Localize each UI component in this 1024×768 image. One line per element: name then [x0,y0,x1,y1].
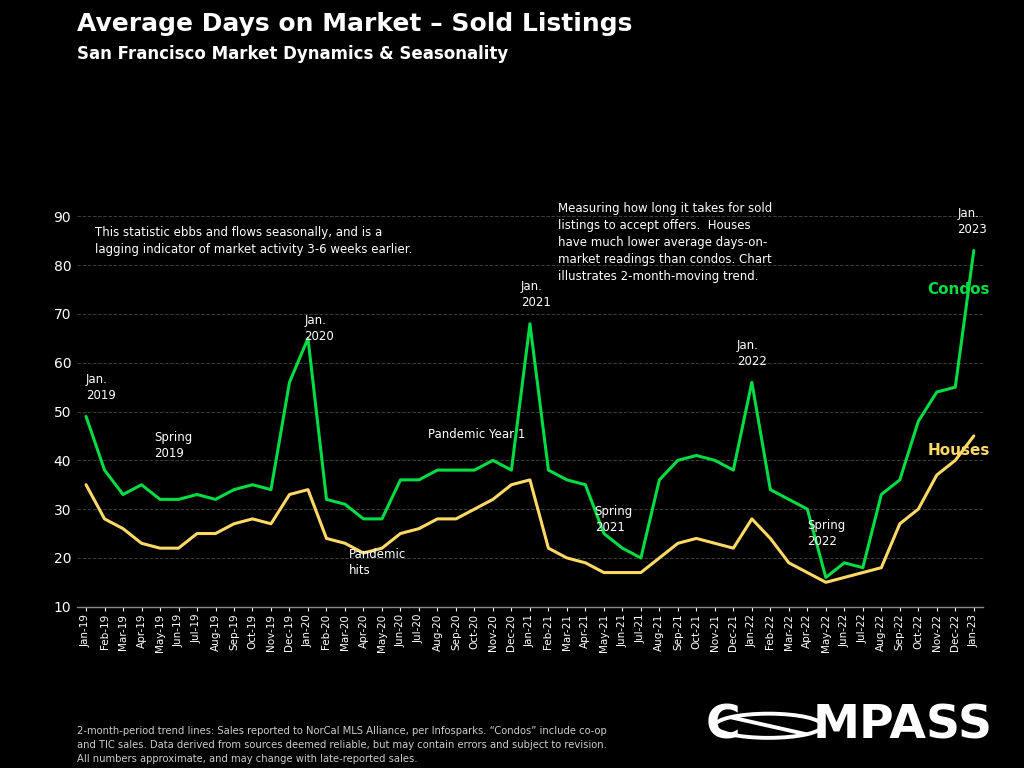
Text: Jan.
2022: Jan. 2022 [737,339,767,368]
Text: Jan.
2021: Jan. 2021 [520,280,551,309]
Text: Jan.
2019: Jan. 2019 [86,372,116,402]
Text: Spring
2021: Spring 2021 [595,505,633,534]
Text: Jan.
2020: Jan. 2020 [304,314,334,343]
Text: Average Days on Market – Sold Listings: Average Days on Market – Sold Listings [77,12,632,35]
Text: Pandemic Year 1: Pandemic Year 1 [428,428,525,441]
Text: MPASS: MPASS [813,703,993,748]
Text: Houses: Houses [928,443,990,458]
Text: Measuring how long it takes for sold
listings to accept offers.  Houses
have muc: Measuring how long it takes for sold lis… [558,202,772,283]
Text: Jan.
2023: Jan. 2023 [957,207,987,236]
Text: San Francisco Market Dynamics & Seasonality: San Francisco Market Dynamics & Seasonal… [77,45,508,62]
Text: C: C [706,703,740,748]
Text: Pandemic
hits: Pandemic hits [348,548,406,578]
Text: 2-month-period trend lines: Sales reported to NorCal MLS Alliance, per Infospark: 2-month-period trend lines: Sales report… [77,727,606,764]
Text: Spring
2019: Spring 2019 [155,432,193,460]
Text: Condos: Condos [928,282,990,297]
Text: This statistic ebbs and flows seasonally, and is a
lagging indicator of market a: This statistic ebbs and flows seasonally… [95,226,413,257]
Text: Spring
2022: Spring 2022 [807,519,846,548]
